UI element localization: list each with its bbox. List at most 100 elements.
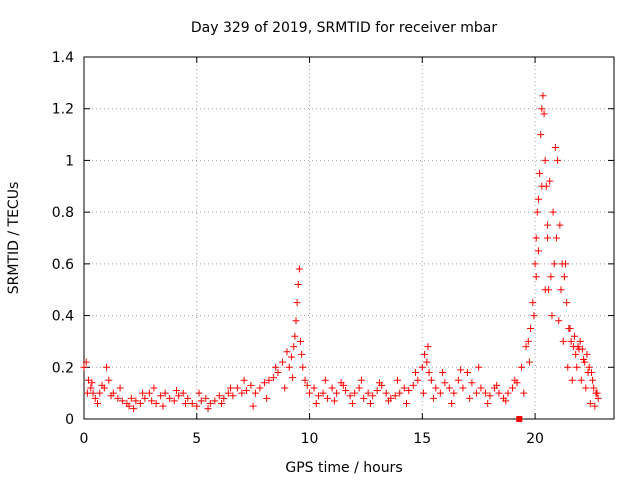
data-point [328,384,336,392]
data-point [321,376,329,384]
data-point [80,363,88,371]
y-axis: 0 0.2 0.4 0.6 0.8 1 1.2 1.4 [52,50,614,428]
data-point [263,394,271,402]
data-point [281,384,289,392]
data-point [240,376,248,384]
data-point [391,392,399,400]
data-point [584,368,592,376]
data-point [242,387,250,395]
data-point [161,389,169,397]
data-point [546,177,554,185]
data-point [251,389,259,397]
data-point [556,221,564,229]
data-point [103,363,111,371]
data-point [534,247,542,255]
data-point [278,358,286,366]
data-point [294,281,302,289]
data-point [157,392,165,400]
series-srmtid [80,92,602,410]
data-point [360,394,368,402]
data-point [364,389,372,397]
data-point [580,356,588,364]
x-tick-label: 15 [413,431,431,447]
data-point [283,348,291,356]
data-point [533,208,541,216]
data-point [405,387,413,395]
data-point [414,376,422,384]
data-point [427,376,435,384]
data-point [152,399,160,407]
data-point [572,350,580,358]
data-point [188,399,196,407]
data-point [274,368,282,376]
data-point [310,384,318,392]
data-point [181,399,189,407]
data-point [247,381,255,389]
data-point [550,260,558,268]
data-point [83,389,91,397]
data-point [351,389,359,397]
data-point [293,299,301,307]
data-point [475,363,483,371]
data-point [229,392,237,400]
data-point [509,384,517,392]
data-point [114,394,122,402]
data-point [549,208,557,216]
data-point [425,368,433,376]
data-point [249,402,257,410]
data-point [224,389,232,397]
data-point [466,394,474,402]
data-point [477,384,485,392]
data-point [373,387,381,395]
data-point [559,337,567,345]
data-point [430,394,438,402]
data-point [197,397,205,405]
data-point [441,379,449,387]
data-point [554,156,562,164]
data-point [589,376,597,384]
data-point [107,392,115,400]
data-point [215,392,223,400]
data-point [233,384,241,392]
data-point [393,376,401,384]
data-point [369,392,377,400]
data-point [419,389,427,397]
data-point [346,392,354,400]
data-point [206,399,214,407]
data-point [396,389,404,397]
x-axis: 0 5 10 15 20 [80,57,544,447]
data-point [571,332,579,340]
data-point [204,405,212,413]
data-point [495,389,503,397]
flag-markers [516,416,523,422]
data-point [568,376,576,384]
data-point [540,110,548,118]
data-point [87,384,95,392]
data-point [541,286,549,294]
data-point [172,387,180,395]
y-tick-label: 0.6 [52,257,74,273]
data-point [583,350,591,358]
data-point [555,317,563,325]
data-point [357,376,365,384]
data-point [330,397,338,405]
data-point [366,399,374,407]
data-point [348,399,356,407]
x-tick-label: 0 [80,431,89,447]
y-tick-label: 0 [65,412,74,428]
x-tick-label: 5 [192,431,201,447]
data-point [400,384,408,392]
data-point [141,394,149,402]
data-point [297,337,305,345]
data-point [211,397,219,405]
data-point [586,399,594,407]
data-point [577,376,585,384]
data-point [355,384,363,392]
data-point [148,397,156,405]
data-point [88,379,96,387]
data-point [94,399,102,407]
y-tick-label: 1.4 [52,50,74,66]
data-point [423,358,431,366]
data-point [548,312,556,320]
data-point [564,363,572,371]
